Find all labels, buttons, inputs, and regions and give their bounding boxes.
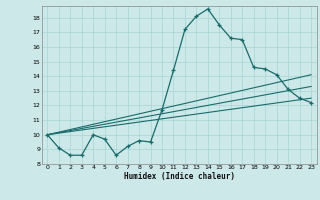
X-axis label: Humidex (Indice chaleur): Humidex (Indice chaleur) <box>124 172 235 181</box>
